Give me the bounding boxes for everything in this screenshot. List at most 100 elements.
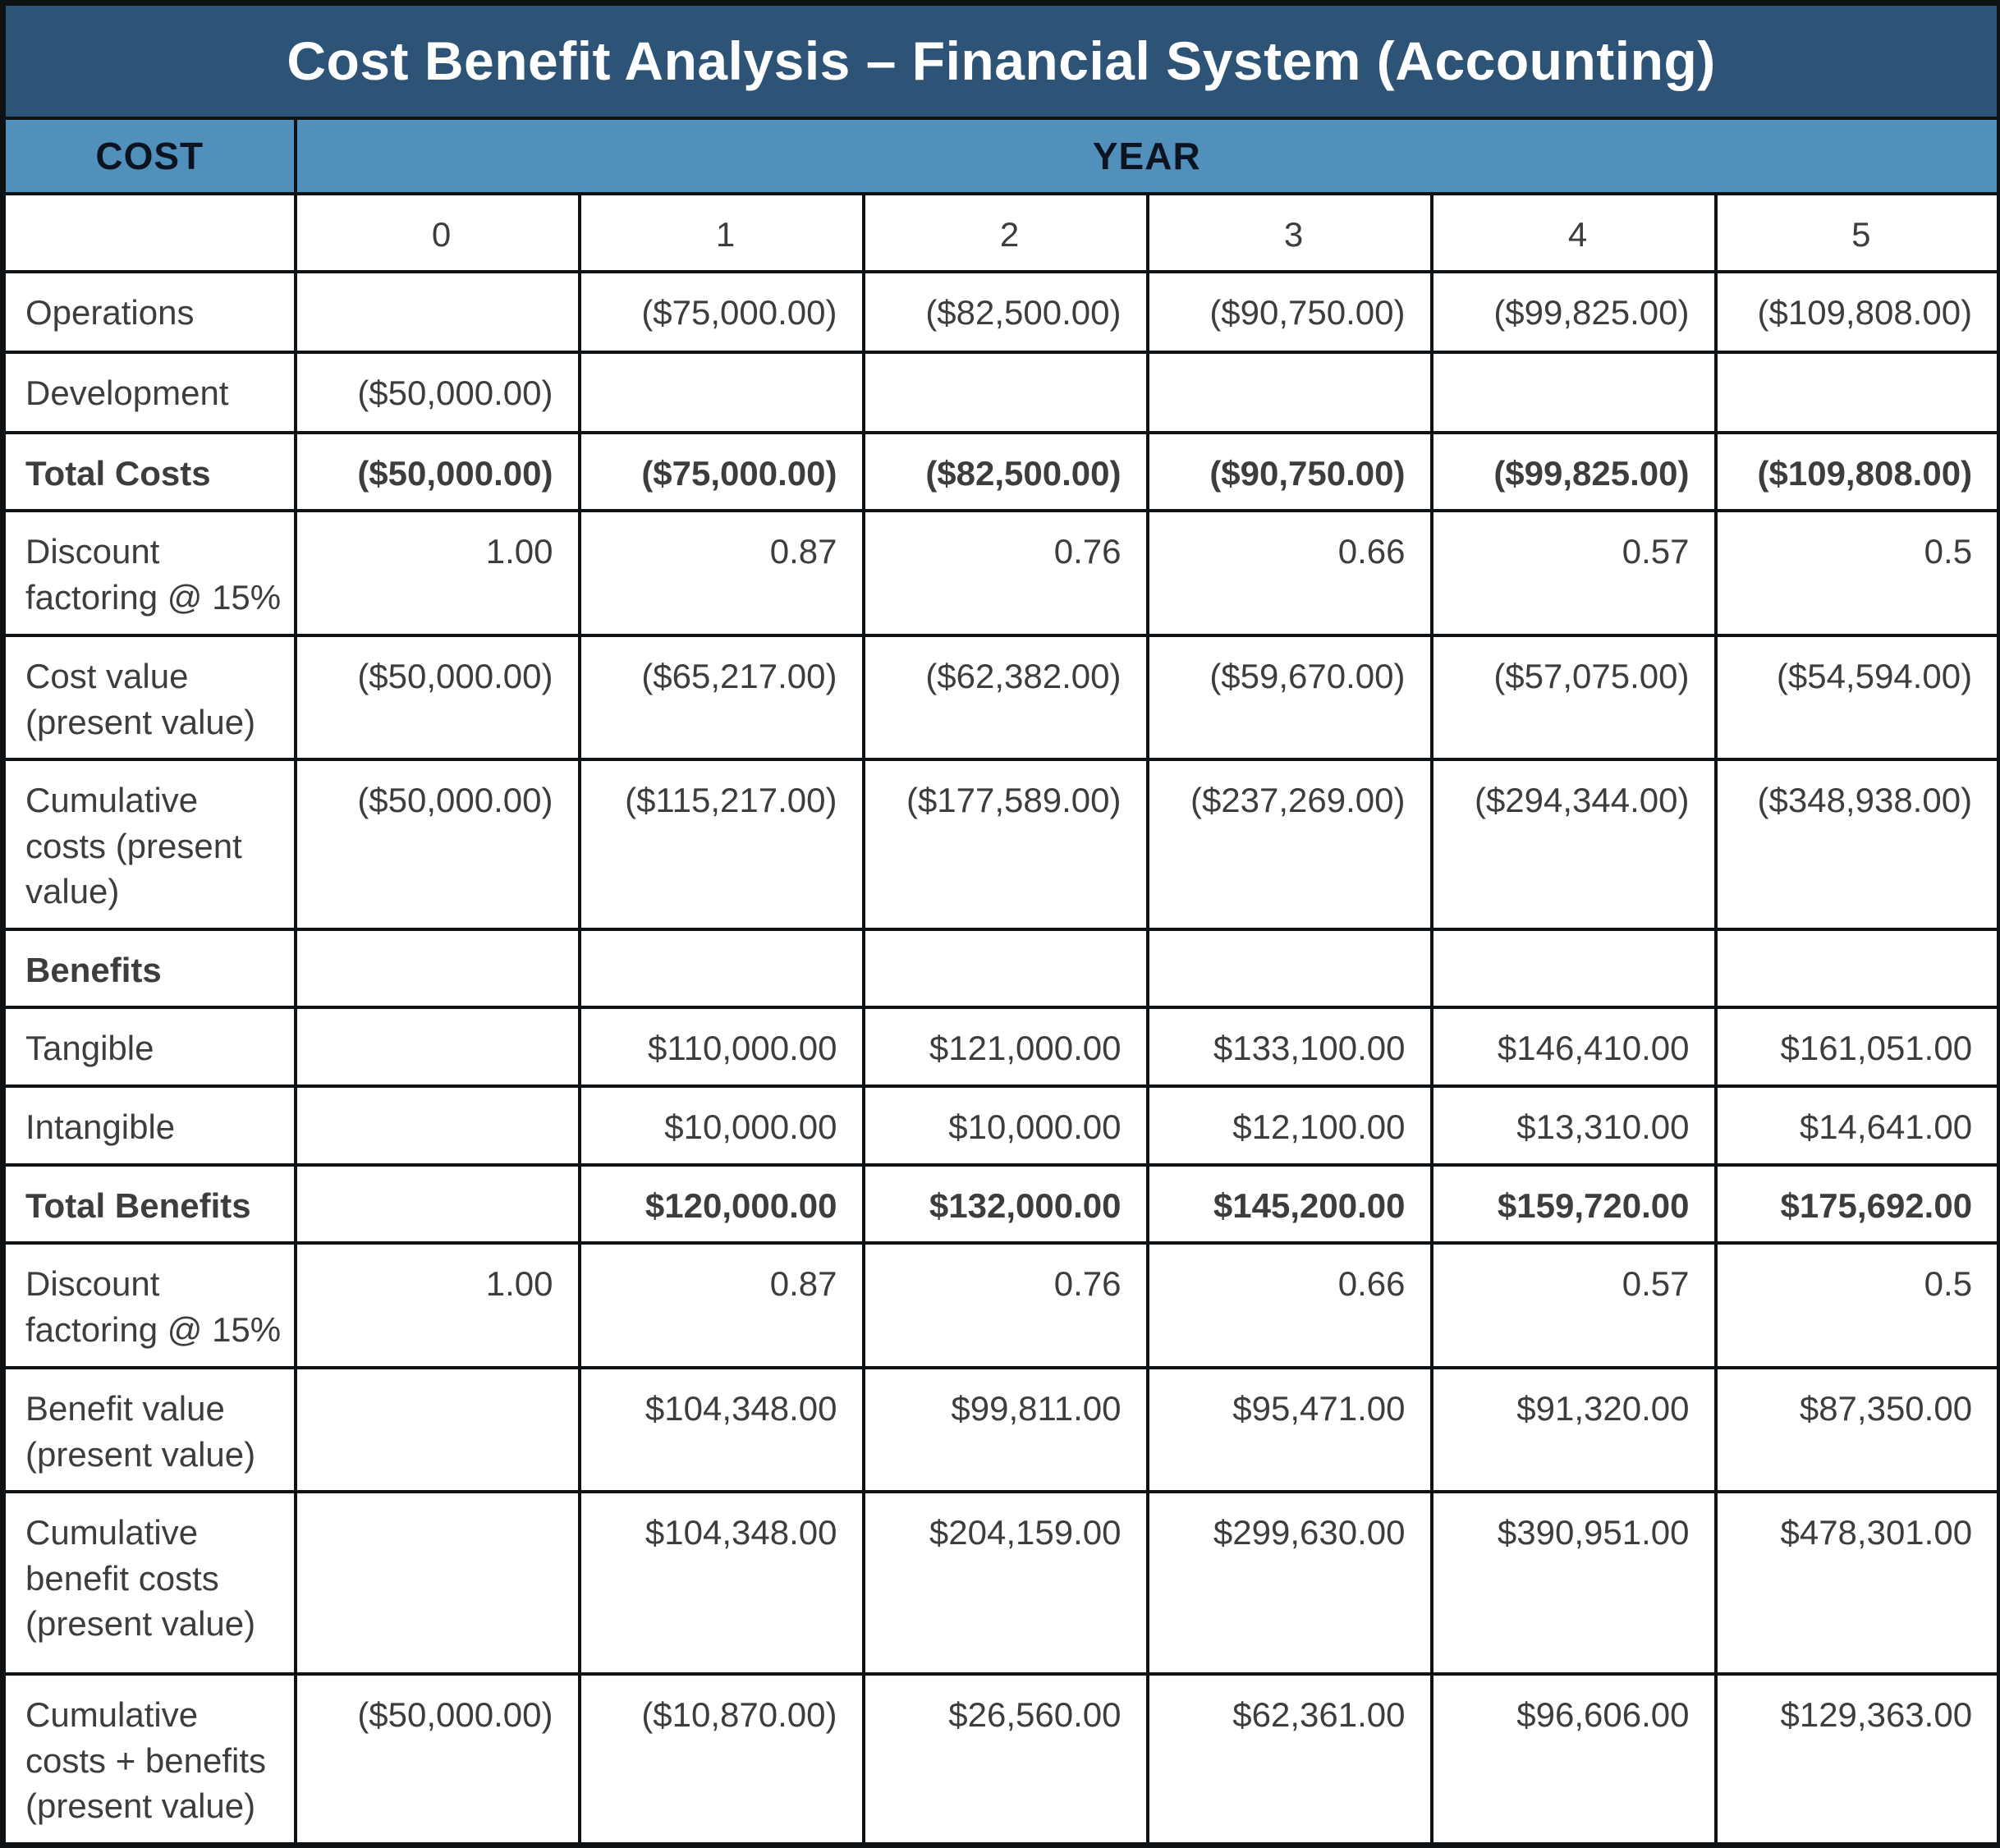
table-row: Cost value (present value) ($50,000.00) ($… — [1, 634, 2000, 762]
value-cell: $62,361.00 — [1145, 1672, 1433, 1847]
value-cell — [293, 927, 581, 1010]
title-row: Cost Benefit Analysis – Financial System… — [1, 1, 2000, 120]
value-cell: $26,560.00 — [861, 1672, 1149, 1847]
value-cell: 0.66 — [1145, 509, 1433, 638]
row-label: Development — [1, 350, 297, 434]
value-cell: 0.87 — [577, 509, 865, 638]
value-cell: 0.5 — [1713, 1241, 2000, 1370]
year-column-header: 4 — [1429, 191, 1718, 273]
table-row: Intangible $10,000.00 $10,000.00 $12,100.00… — [1, 1084, 2000, 1167]
value-cell: ($82,500.00) — [861, 430, 1149, 513]
table-row: Cumulative costs + benefits (present val… — [1, 1672, 2000, 1847]
value-cell — [1145, 350, 1433, 434]
value-cell — [293, 1366, 581, 1494]
value-cell: ($62,382.00) — [861, 634, 1149, 762]
value-cell: ($294,344.00) — [1429, 758, 1718, 931]
value-cell: $120,000.00 — [577, 1162, 865, 1245]
table-row: Cumulative costs (present value) ($50,000… — [1, 758, 2000, 931]
value-cell: ($90,750.00) — [1145, 269, 1433, 354]
row-label: Cumulative costs (present value) — [1, 758, 297, 931]
value-cell — [1713, 350, 2000, 434]
value-cell: 0.5 — [1713, 509, 2000, 638]
value-cell: $91,320.00 — [1429, 1366, 1718, 1494]
value-cell: $161,051.00 — [1713, 1006, 2000, 1088]
value-cell — [577, 350, 865, 434]
value-cell — [861, 350, 1149, 434]
value-cell: $13,310.00 — [1429, 1084, 1718, 1167]
value-cell: $132,000.00 — [861, 1162, 1149, 1245]
value-cell — [1713, 927, 2000, 1010]
value-cell: $104,348.00 — [577, 1366, 865, 1494]
row-label: Intangible — [1, 1084, 297, 1167]
value-cell: $96,606.00 — [1429, 1672, 1718, 1847]
value-cell: ($348,938.00) — [1713, 758, 2000, 931]
value-cell: $121,000.00 — [861, 1006, 1149, 1088]
row-label: Cost value (present value) — [1, 634, 297, 762]
value-cell: $145,200.00 — [1145, 1162, 1433, 1245]
table-row: Total Costs ($50,000.00) ($75,000.00) ($82,… — [1, 430, 2000, 513]
table-title: Cost Benefit Analysis – Financial System… — [1, 1, 2000, 120]
value-cell: ($109,808.00) — [1713, 430, 2000, 513]
value-cell: $175,692.00 — [1713, 1162, 2000, 1245]
row-label: Operations — [1, 269, 297, 354]
value-cell: $95,471.00 — [1145, 1366, 1433, 1494]
value-cell — [293, 1162, 581, 1245]
value-cell: $99,811.00 — [861, 1366, 1149, 1494]
value-cell — [861, 927, 1149, 1010]
value-cell: 1.00 — [293, 1241, 581, 1370]
table-body: 0 1 2 3 4 5 Operations ($75,000.00) ($82,500.00)… — [1, 191, 2000, 1847]
year-column-header: 3 — [1145, 191, 1433, 273]
value-cell — [1429, 927, 1718, 1010]
value-cell: $110,000.00 — [577, 1006, 865, 1088]
value-cell: 0.87 — [577, 1241, 865, 1370]
table-row: Development ($50,000.00) — [1, 350, 2000, 434]
value-cell — [1145, 927, 1433, 1010]
table-row: Tangible $110,000.00 $121,000.00 $133,100.0… — [1, 1006, 2000, 1088]
row-label: Total Benefits — [1, 1162, 297, 1245]
value-cell: $104,348.00 — [577, 1490, 865, 1676]
value-cell: ($50,000.00) — [293, 350, 581, 434]
value-cell: $204,159.00 — [861, 1490, 1149, 1676]
year-group-header: YEAR — [293, 116, 2000, 195]
value-cell: 0.76 — [861, 1241, 1149, 1370]
value-cell: $478,301.00 — [1713, 1490, 2000, 1676]
year-column-header: 0 — [293, 191, 581, 273]
value-cell — [293, 1084, 581, 1167]
value-cell: ($10,870.00) — [577, 1672, 865, 1847]
value-cell: ($57,075.00) — [1429, 634, 1718, 762]
table-row: Total Benefits $120,000.00 $132,000.00 $145… — [1, 1162, 2000, 1245]
group-header-row: COST YEAR — [1, 116, 2000, 195]
value-cell — [577, 927, 865, 1010]
row-label: Total Costs — [1, 430, 297, 513]
value-cell: ($82,500.00) — [861, 269, 1149, 354]
value-cell: ($90,750.00) — [1145, 430, 1433, 513]
value-cell: ($54,594.00) — [1713, 634, 2000, 762]
value-cell: $87,350.00 — [1713, 1366, 2000, 1494]
row-label: Cumulative costs + benefits (present val… — [1, 1672, 297, 1847]
table-row: Benefit value (present value) $104,348.00… — [1, 1366, 2000, 1494]
value-cell: $10,000.00 — [861, 1084, 1149, 1167]
value-cell: 0.57 — [1429, 509, 1718, 638]
row-label: Discount factoring @ 15% — [1, 1241, 297, 1370]
value-cell: $146,410.00 — [1429, 1006, 1718, 1088]
value-cell: ($177,589.00) — [861, 758, 1149, 931]
cost-group-header: COST — [1, 116, 297, 195]
row-label: Benefits — [1, 927, 297, 1010]
value-cell — [293, 1490, 581, 1676]
value-cell: $129,363.00 — [1713, 1672, 2000, 1847]
value-cell: ($50,000.00) — [293, 758, 581, 931]
value-cell — [293, 269, 581, 354]
year-column-header: 5 — [1713, 191, 2000, 273]
year-column-header: 1 — [577, 191, 865, 273]
table-row: Discount factoring @ 15% 1.00 0.87 0.76 0.66… — [1, 1241, 2000, 1370]
value-cell: ($50,000.00) — [293, 430, 581, 513]
row-label: Discount factoring @ 15% — [1, 509, 297, 638]
table-row: Discount factoring @ 15% 1.00 0.87 0.76 0.66… — [1, 509, 2000, 638]
value-cell: $390,951.00 — [1429, 1490, 1718, 1676]
value-cell: ($99,825.00) — [1429, 430, 1718, 513]
value-cell: ($65,217.00) — [577, 634, 865, 762]
row-label: Tangible — [1, 1006, 297, 1088]
value-cell: 0.76 — [861, 509, 1149, 638]
